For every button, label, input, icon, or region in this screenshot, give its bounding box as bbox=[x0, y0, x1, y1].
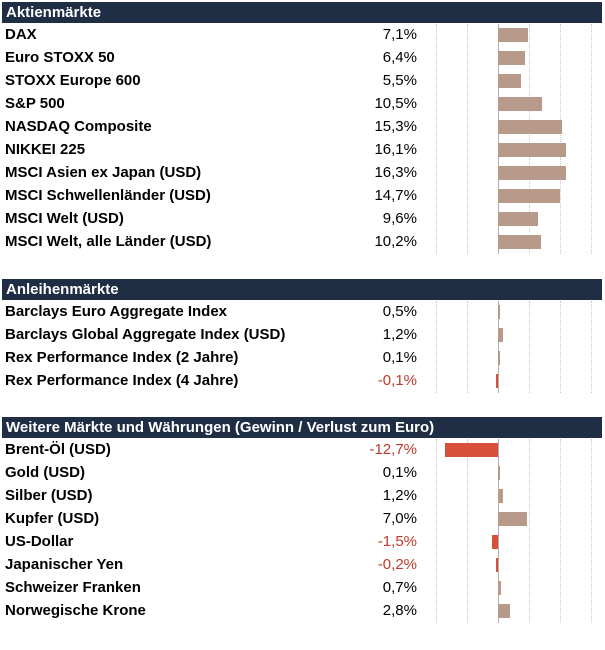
bar-positive bbox=[498, 189, 560, 203]
row-label: Silber (USD) bbox=[5, 487, 93, 504]
row-value: 0,7% bbox=[382, 579, 417, 596]
bar-positive bbox=[498, 351, 500, 365]
row-label: Gold (USD) bbox=[5, 464, 85, 481]
row-value: 5,5% bbox=[382, 72, 417, 89]
row-label: Euro STOXX 50 bbox=[5, 49, 115, 66]
row-value: -0,1% bbox=[377, 372, 417, 389]
bar-positive bbox=[498, 28, 528, 42]
row-value: 16,1% bbox=[374, 141, 417, 158]
row-value: 1,2% bbox=[382, 326, 417, 343]
bar-positive bbox=[498, 212, 539, 226]
row-value: 0,1% bbox=[382, 464, 417, 481]
bar-positive bbox=[498, 604, 510, 618]
row-label: Schweizer Franken bbox=[5, 579, 141, 596]
row-value: 9,6% bbox=[382, 210, 417, 227]
row-value: 7,1% bbox=[382, 26, 417, 43]
row-value: 16,3% bbox=[374, 164, 417, 181]
bar-positive bbox=[498, 235, 541, 249]
bar-positive bbox=[498, 512, 528, 526]
row-label: MSCI Welt (USD) bbox=[5, 210, 124, 227]
row-label: STOXX Europe 600 bbox=[5, 72, 141, 89]
row-value: 14,7% bbox=[374, 187, 417, 204]
bar-positive bbox=[498, 581, 501, 595]
row-label: NASDAQ Composite bbox=[5, 118, 152, 135]
bar-positive bbox=[498, 489, 504, 503]
row-value: 2,8% bbox=[382, 602, 417, 619]
row-value: 0,5% bbox=[382, 303, 417, 320]
bar-positive bbox=[498, 51, 525, 65]
zero-axis-line bbox=[498, 24, 499, 254]
bar-positive bbox=[498, 74, 522, 88]
bar-positive bbox=[498, 466, 500, 480]
zero-axis-line bbox=[498, 439, 499, 623]
row-value: 7,0% bbox=[382, 510, 417, 527]
grid-line bbox=[560, 24, 561, 254]
row-label: Norwegische Krone bbox=[5, 602, 146, 619]
bar-positive bbox=[498, 305, 501, 319]
row-value: 10,5% bbox=[374, 95, 417, 112]
bar-negative bbox=[496, 558, 498, 572]
row-label: MSCI Welt, alle Länder (USD) bbox=[5, 233, 212, 250]
row-value: 6,4% bbox=[382, 49, 417, 66]
row-value: 1,2% bbox=[382, 487, 417, 504]
bar-positive bbox=[498, 143, 566, 157]
bar-negative bbox=[496, 374, 498, 388]
grid-line bbox=[591, 439, 592, 623]
row-value: 15,3% bbox=[374, 118, 417, 135]
row-label: Japanischer Yen bbox=[5, 556, 124, 573]
row-value: -0,2% bbox=[377, 556, 417, 573]
row-label: DAX bbox=[5, 26, 37, 43]
grid-line bbox=[529, 301, 530, 393]
row-label: NIKKEI 225 bbox=[5, 141, 86, 158]
row-label: Brent-Öl (USD) bbox=[5, 441, 111, 458]
row-value: -12,7% bbox=[369, 441, 417, 458]
grid-line bbox=[436, 439, 437, 623]
bar-positive bbox=[498, 97, 543, 111]
section-header: Anleihenmärkte bbox=[2, 279, 602, 300]
row-value: 0,1% bbox=[382, 349, 417, 366]
bar-positive bbox=[498, 166, 567, 180]
zero-axis-line bbox=[498, 301, 499, 393]
grid-line bbox=[591, 24, 592, 254]
row-label: Rex Performance Index (2 Jahre) bbox=[5, 349, 239, 366]
grid-line bbox=[467, 301, 468, 393]
bar-positive bbox=[498, 328, 504, 342]
grid-line bbox=[467, 24, 468, 254]
grid-line bbox=[436, 24, 437, 254]
row-label: Barclays Euro Aggregate Index bbox=[5, 303, 228, 320]
grid-line bbox=[560, 439, 561, 623]
grid-line bbox=[529, 439, 530, 623]
row-label: Rex Performance Index (4 Jahre) bbox=[5, 372, 239, 389]
section-header: Weitere Märkte und Währungen (Gewinn / V… bbox=[2, 417, 602, 438]
row-label: Kupfer (USD) bbox=[5, 510, 100, 527]
row-label: MSCI Asien ex Japan (USD) bbox=[5, 164, 202, 181]
bar-negative bbox=[491, 535, 498, 549]
row-label: US-Dollar bbox=[5, 533, 74, 550]
grid-line bbox=[529, 24, 530, 254]
row-value: 10,2% bbox=[374, 233, 417, 250]
grid-line bbox=[436, 301, 437, 393]
section-header: Aktienmärkte bbox=[2, 2, 602, 23]
grid-line bbox=[560, 301, 561, 393]
bar-positive bbox=[498, 120, 563, 134]
grid-line bbox=[591, 301, 592, 393]
row-value: -1,5% bbox=[377, 533, 417, 550]
row-label: S&P 500 bbox=[5, 95, 65, 112]
row-label: Barclays Global Aggregate Index (USD) bbox=[5, 326, 286, 343]
row-label: MSCI Schwellenländer (USD) bbox=[5, 187, 211, 204]
bar-negative bbox=[444, 443, 498, 457]
grid-line bbox=[467, 439, 468, 623]
